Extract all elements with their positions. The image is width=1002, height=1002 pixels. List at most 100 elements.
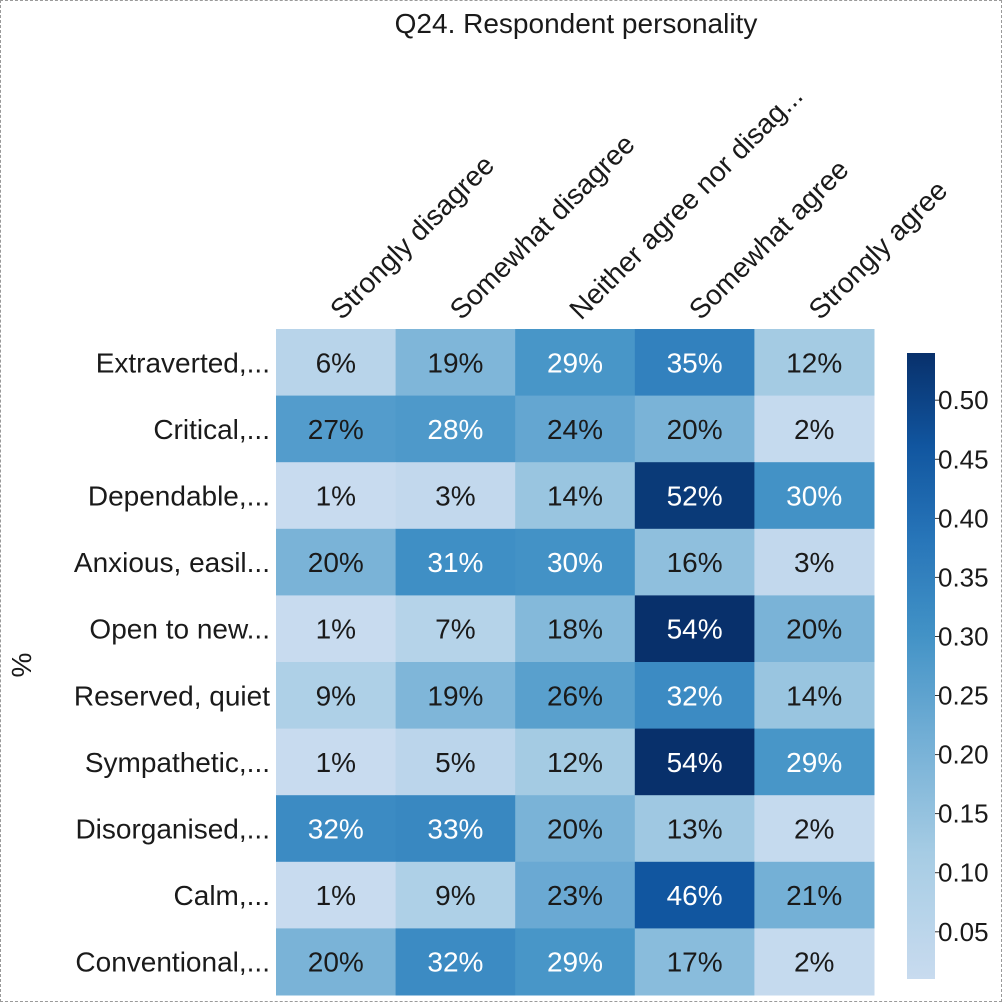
colorbar-tick-label: 0.15 [938,799,989,829]
heatmap-cell [515,462,636,530]
heatmap-cell [515,595,636,663]
cell-value-label: 54% [667,747,723,778]
cell-value-label: 2% [794,947,834,978]
heatmap-cell [754,395,875,463]
cell-value-label: 7% [435,614,475,645]
heatmap-cell [395,662,516,730]
row-label: Sympathetic,... [85,747,270,778]
row-label: Calm,... [174,880,270,911]
cell-value-label: 28% [427,414,483,445]
row-label: Reserved, quiet [74,680,270,711]
cell-value-label: 6% [316,347,356,378]
colorbar-tick-label: 0.45 [938,444,989,474]
cell-value-label: 35% [667,347,723,378]
cell-value-label: 24% [547,414,603,445]
cell-value-label: 2% [794,814,834,845]
heatmap-cell [395,728,516,796]
heatmap-cell [276,528,397,596]
colorbar: 0.05 0.10 0.15 0.20 0.25 0.30 0.35 0.40 0.45 0.50 [907,353,989,979]
heatmap-cell [276,861,397,929]
cell-value-label: 1% [316,614,356,645]
heatmap-cell [634,928,755,996]
heatmap-cell [634,795,755,863]
cell-value-label: 16% [667,547,723,578]
cell-value-label: 3% [794,547,834,578]
heatmap-cell [515,728,636,796]
cell-value-label: 30% [547,547,603,578]
cell-value-label: 46% [667,880,723,911]
heatmap-cell [754,462,875,530]
heatmap-cell [395,795,516,863]
heatmap-cell [634,329,755,397]
cell-value-label: 29% [547,947,603,978]
row-label: Conventional,... [75,947,270,978]
cell-value-label: 14% [786,680,842,711]
heatmap-cell [515,528,636,596]
cell-value-label: 54% [667,614,723,645]
colorbar-tick-label: 0.35 [938,562,989,592]
cell-value-label: 20% [547,814,603,845]
colorbar-tick-label: 0.20 [938,740,989,770]
heatmap-cell [515,928,636,996]
row-label: Dependable,... [88,481,270,512]
cell-value-label: 32% [427,947,483,978]
cell-value-label: 12% [786,347,842,378]
cell-value-label: 52% [667,481,723,512]
cell-value-label: 20% [667,414,723,445]
cell-value-label: 1% [316,747,356,778]
row-label: Extraverted,... [96,347,270,378]
heatmap-cell [754,728,875,796]
cell-value-label: 21% [786,880,842,911]
heatmap-cell [754,662,875,730]
heatmap-cell [395,395,516,463]
row-label: Critical,... [153,414,270,445]
column-label: Neither agree nor disag... [563,80,808,325]
cell-value-label: 18% [547,614,603,645]
heatmap-cell [276,595,397,663]
heatmap-cell [754,795,875,863]
cell-value-label: 23% [547,880,603,911]
cell-value-label: 29% [786,747,842,778]
heatmap-cell [754,595,875,663]
row-label: Anxious, easil... [74,547,270,578]
heatmap-cell [634,595,755,663]
heatmap-cell [276,728,397,796]
heatmap-cell [634,528,755,596]
cell-value-label: 27% [308,414,364,445]
heatmap-cell [276,662,397,730]
row-label: Disorganised,... [75,814,270,845]
heatmap-cell [634,662,755,730]
colorbar-tick-label: 0.05 [938,917,989,947]
heatmap-cell [276,462,397,530]
colorbar-tick-label: 0.40 [938,503,989,533]
colorbar-tick-label: 0.25 [938,681,989,711]
cell-value-label: 1% [316,481,356,512]
heatmap-cell [395,462,516,530]
cell-value-label: 2% [794,414,834,445]
cell-value-label: 17% [667,947,723,978]
heatmap-cell [634,861,755,929]
heatmap-cell [395,528,516,596]
heatmap-cell [754,528,875,596]
cell-value-label: 9% [435,880,475,911]
heatmap-cell [515,861,636,929]
cell-value-label: 12% [547,747,603,778]
cell-value-label: 32% [308,814,364,845]
row-labels: Extraverted,... Critical,... Dependable,..… [74,347,270,977]
heatmap-cell [515,329,636,397]
cell-value-label: 33% [427,814,483,845]
colorbar-gradient [907,353,935,979]
heatmap-cell [754,928,875,996]
heatmap-cell [515,662,636,730]
colorbar-tick-label: 0.50 [938,385,989,415]
heatmap-cell [515,395,636,463]
cell-value-label: 31% [427,547,483,578]
heatmap-cell [276,795,397,863]
y-axis-label: % [6,653,37,678]
cell-value-label: 26% [547,680,603,711]
cell-value-label: 14% [547,481,603,512]
cell-value-label: 20% [786,614,842,645]
